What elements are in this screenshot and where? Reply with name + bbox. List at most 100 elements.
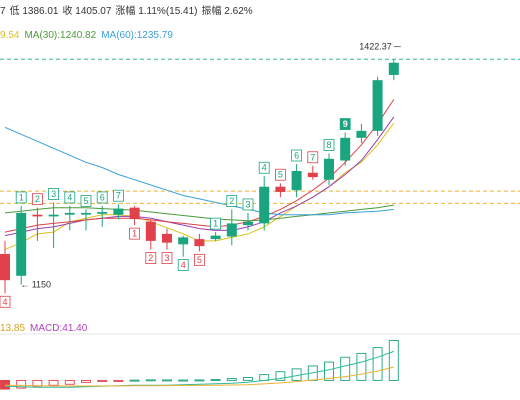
seq-label-21: 9 <box>339 118 351 130</box>
macd-hist-bar-7 <box>113 379 124 382</box>
seq-label-text-15: 3 <box>245 199 250 209</box>
reference-lines <box>0 58 520 204</box>
seq-label-box-14 <box>226 195 238 207</box>
seq-label-text-16: 4 <box>262 163 267 173</box>
seq-label-2: 2 <box>32 193 43 206</box>
macd-hist-bar-2 <box>32 379 43 387</box>
seq-label-box-20 <box>323 139 335 151</box>
candle-body-1 <box>16 212 27 276</box>
macd-hist-bar-15 <box>243 377 253 381</box>
macd-legend-item-0: 13.85 <box>0 323 26 334</box>
macd-hist-bar-23 <box>372 347 383 381</box>
seq-label-17: 5 <box>274 168 286 181</box>
seq-label-text-10: 3 <box>164 253 169 263</box>
candle-body-18 <box>291 171 302 191</box>
seq-label-box-17 <box>274 168 286 181</box>
seq-label-text-8: 1 <box>132 229 137 239</box>
info-item-0: 7 <box>0 6 6 17</box>
seq-label-text-9: 2 <box>148 253 153 263</box>
ma-legend: 9.54 MA(30):1240.82 MA(60):1235.79 <box>0 30 178 41</box>
info-item-2: 收 1405.07 <box>62 6 112 17</box>
candle-body-13 <box>210 235 221 240</box>
candle-body-19 <box>307 172 318 178</box>
seq-label-6: 6 <box>96 191 108 204</box>
seq-label-13: 1 <box>210 217 222 230</box>
seq-label-10: 3 <box>161 252 173 265</box>
info-item-3: 涨幅 1.11%(15.41) <box>115 6 198 17</box>
candle-body-3 <box>48 214 59 217</box>
seq-label-box-2 <box>32 193 43 206</box>
seq-label-text-17: 5 <box>278 170 283 180</box>
candle-body-22 <box>356 130 367 138</box>
price-annotations: ← 1150 1422.37 <box>20 42 401 290</box>
candle-body-5 <box>81 212 91 215</box>
candle-body-2 <box>32 214 43 217</box>
seq-label-text-14: 2 <box>229 196 234 206</box>
macd-hist-bar-3 <box>48 379 59 386</box>
seq-label-box-18 <box>291 149 303 162</box>
macd-hist-bar-20 <box>324 361 334 381</box>
ma-legend-item-1: MA(30):1240.82 <box>24 30 97 41</box>
macd-hist-bar-9 <box>145 379 156 382</box>
macd-panel <box>0 333 520 390</box>
seq-label-text-11: 4 <box>181 260 186 270</box>
macd-legend: 13.85 MACD:41.40 <box>0 323 92 334</box>
macd-hist-bar-12 <box>194 379 205 382</box>
seq-label-text-2: 2 <box>35 194 40 204</box>
candle-body-6 <box>97 212 108 214</box>
candle-body-7 <box>113 208 124 215</box>
seq-label-11: 4 <box>177 259 189 271</box>
seq-label-box-21 <box>339 118 351 130</box>
macd-hist-bar-4 <box>64 379 75 385</box>
seq-label-text-7: 7 <box>116 191 121 201</box>
macd-hist-bar-11 <box>178 379 189 382</box>
price-annotation-high: 1422.37 <box>359 42 392 52</box>
macd-hist-bar-24 <box>388 339 399 381</box>
ma-legend-item-2: MA(60):1235.79 <box>101 30 173 41</box>
macd-dif-line <box>4 350 394 388</box>
macd-legend-item-1: MACD:41.40 <box>30 323 88 334</box>
ma-line-ma60 <box>4 126 394 216</box>
seq-label-4: 4 <box>64 191 76 204</box>
ma-line-ma5 <box>4 122 395 251</box>
seq-label-7: 7 <box>113 189 124 202</box>
candle-body-23 <box>372 80 383 131</box>
seq-label-18: 6 <box>291 149 303 162</box>
seq-label-text-12: 5 <box>197 255 202 265</box>
seq-label-text-21: 9 <box>343 119 348 129</box>
macd-hist-bar-6 <box>97 379 108 382</box>
candle-body-4 <box>64 212 75 215</box>
macd-hist-bar-22 <box>356 352 367 381</box>
seq-label-20: 8 <box>323 139 335 151</box>
seq-label-box-3 <box>48 188 59 200</box>
seq-label-box-7 <box>113 189 124 202</box>
seq-label-text-19: 7 <box>310 152 315 162</box>
info-item-1: 低 1386.01 <box>9 6 59 17</box>
candle-body-20 <box>324 158 334 180</box>
price-annotation-low: ← 1150 <box>20 280 51 290</box>
candle-body-0 <box>0 253 10 281</box>
macd-dea-line <box>4 366 394 387</box>
seq-label-box-5 <box>80 195 92 207</box>
macd-hist-bar-5 <box>81 379 91 383</box>
seq-label-8: 1 <box>129 227 141 240</box>
info-item-4: 振幅 2.62% <box>201 6 253 17</box>
ma-legend-item-0: 9.54 <box>0 30 20 41</box>
seq-label-text-5: 5 <box>83 196 88 206</box>
seq-label-text-3: 3 <box>51 189 56 199</box>
seq-label-15: 3 <box>242 198 254 211</box>
candle-body-14 <box>226 223 237 237</box>
candle-body-17 <box>275 186 286 192</box>
seq-label-16: 4 <box>258 161 270 174</box>
seq-label-box-0 <box>0 295 11 308</box>
seq-label-box-8 <box>129 227 141 240</box>
seq-label-12: 5 <box>193 253 205 266</box>
seq-label-14: 2 <box>226 195 238 207</box>
macd-hist-bar-21 <box>340 356 351 381</box>
seq-label-box-13 <box>210 217 222 230</box>
seq-label-text-1: 1 <box>19 192 24 202</box>
seq-label-box-11 <box>177 259 189 271</box>
candle-body-21 <box>340 137 351 161</box>
